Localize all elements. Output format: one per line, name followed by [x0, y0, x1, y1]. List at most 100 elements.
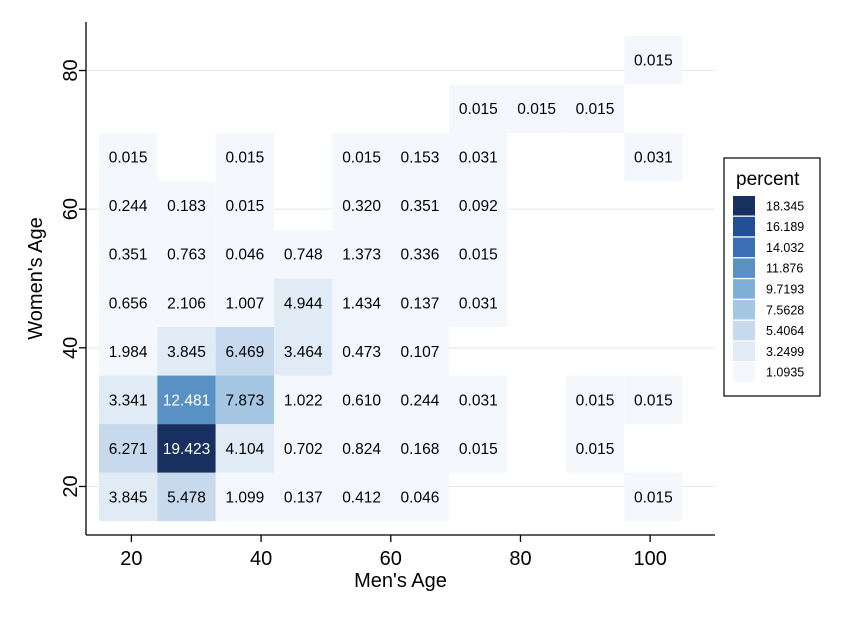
- cell-value-label: 1.099: [225, 489, 264, 506]
- heatmap-cell: [449, 132, 508, 182]
- legend-label: 18.345: [766, 199, 804, 213]
- heatmap-cell: [157, 181, 216, 230]
- y-tick-label: 20: [60, 475, 82, 497]
- heatmap-cell: [157, 424, 216, 473]
- heatmap-cell: [215, 327, 275, 376]
- heatmap-cell: [98, 327, 158, 376]
- cell-value-label: 3.845: [109, 489, 148, 506]
- cell-value-label: 0.015: [109, 150, 148, 167]
- cell-value-label: 3.464: [284, 344, 323, 361]
- heatmap-cell: [98, 181, 158, 230]
- heatmap-cell: [624, 35, 683, 85]
- heatmap-cell: [390, 229, 450, 279]
- cell-value-label: 0.351: [109, 247, 148, 264]
- heatmap-cell: [449, 375, 508, 425]
- cell-value-label: 0.610: [342, 392, 381, 409]
- cell-value-label: 0.763: [167, 247, 206, 264]
- heatmap-cell: [98, 229, 158, 279]
- heatmap-cell: [332, 181, 391, 230]
- heatmap-cell: [98, 424, 158, 473]
- cell-value-label: 1.022: [284, 392, 323, 409]
- cell-value-label: 0.015: [225, 150, 264, 167]
- cell-value-label: 0.244: [401, 392, 440, 409]
- heatmap-cell: [215, 424, 275, 473]
- legend-swatch: [733, 279, 755, 299]
- cell-value-label: 0.015: [634, 53, 673, 70]
- cell-value-label: 2.106: [167, 295, 206, 312]
- y-tick-label: 60: [60, 198, 82, 220]
- heatmap-cell: [624, 472, 683, 522]
- heatmap-cell: [449, 424, 508, 473]
- cell-value-label: 0.092: [459, 198, 498, 215]
- heatmap-cell: [274, 229, 333, 279]
- cell-value-label: 6.469: [225, 344, 264, 361]
- cell-value-label: 0.046: [401, 489, 440, 506]
- cell-value-label: 0.046: [225, 247, 264, 264]
- cell-value-label: 0.244: [109, 198, 148, 215]
- cell-value-label: 0.031: [459, 392, 498, 409]
- cell-value-label: 0.153: [401, 150, 440, 167]
- cell-value-label: 19.423: [163, 441, 210, 458]
- legend-swatch: [733, 362, 755, 382]
- heatmap-cell: [332, 229, 391, 279]
- cell-value-label: 0.656: [109, 295, 148, 312]
- legend-swatch: [733, 320, 755, 341]
- y-tick-label: 80: [60, 59, 82, 81]
- heatmap-cell: [98, 375, 158, 425]
- heatmap-cell: [98, 472, 158, 522]
- cell-value-label: 0.412: [342, 489, 381, 506]
- legend-label: 5.4064: [766, 324, 804, 338]
- legend: percent 18.345 16.189 14.032 11.876 9.7193 7.…: [723, 157, 821, 397]
- cell-value-label: 12.481: [163, 392, 210, 409]
- heatmap-cell: [332, 278, 391, 328]
- cell-value-label: 0.168: [401, 441, 440, 458]
- y-tick-label: 40: [60, 337, 82, 359]
- legend-label: 16.189: [766, 220, 804, 234]
- heatmap-cell: [215, 278, 275, 328]
- cell-value-label: 3.845: [167, 344, 206, 361]
- y-axis-title: Women's Age: [25, 217, 47, 339]
- x-tick-label: 80: [509, 548, 531, 570]
- heatmap-cell: [157, 375, 216, 425]
- heatmap-cell: [449, 84, 508, 133]
- heatmap-cell: [449, 229, 508, 279]
- heatmap-cell: [274, 375, 333, 425]
- cell-value-label: 0.015: [517, 101, 556, 118]
- heatmap-cell: [390, 424, 450, 473]
- cell-value-label: 0.137: [401, 295, 440, 312]
- legend-label: 1.0935: [766, 366, 804, 380]
- heatmap-cell: [157, 229, 216, 279]
- cell-value-label: 1.984: [109, 344, 148, 361]
- heatmap-cell: [565, 84, 625, 133]
- cell-value-label: 0.748: [284, 247, 323, 264]
- heatmap-cell: [390, 132, 450, 182]
- legend-swatch: [733, 216, 755, 237]
- cell-value-label: 1.434: [342, 295, 381, 312]
- cell-value-label: 0.015: [634, 392, 673, 409]
- legend-swatch: [733, 196, 755, 216]
- cell-value-label: 0.015: [634, 489, 673, 506]
- cell-value-label: 4.104: [225, 441, 264, 458]
- heatmap-cell: [565, 375, 625, 425]
- heatmap-cell: [332, 327, 391, 376]
- heatmap-cell: [274, 472, 333, 522]
- cell-value-label: 0.015: [459, 247, 498, 264]
- heatmap-cell: [98, 278, 158, 328]
- heatmap-cell: [390, 472, 450, 522]
- heatmap-cell: [274, 327, 333, 376]
- x-tick-label: 100: [633, 548, 666, 570]
- heatmap-cell: [157, 327, 216, 376]
- cell-value-label: 0.336: [401, 247, 440, 264]
- cell-value-label: 0.015: [459, 441, 498, 458]
- heatmap-cell: [274, 278, 333, 328]
- x-tick-label: 40: [250, 548, 272, 570]
- cell-value-label: 0.031: [459, 150, 498, 167]
- cell-value-label: 0.183: [167, 198, 206, 215]
- heatmap-cell: [157, 472, 216, 522]
- axes: [85, 22, 715, 536]
- heatmap-cell: [332, 132, 391, 182]
- legend-swatch: [733, 237, 755, 258]
- legend-label: 11.876: [766, 262, 803, 276]
- heatmap-cell: [98, 132, 158, 182]
- heatmap-cell: [449, 181, 508, 230]
